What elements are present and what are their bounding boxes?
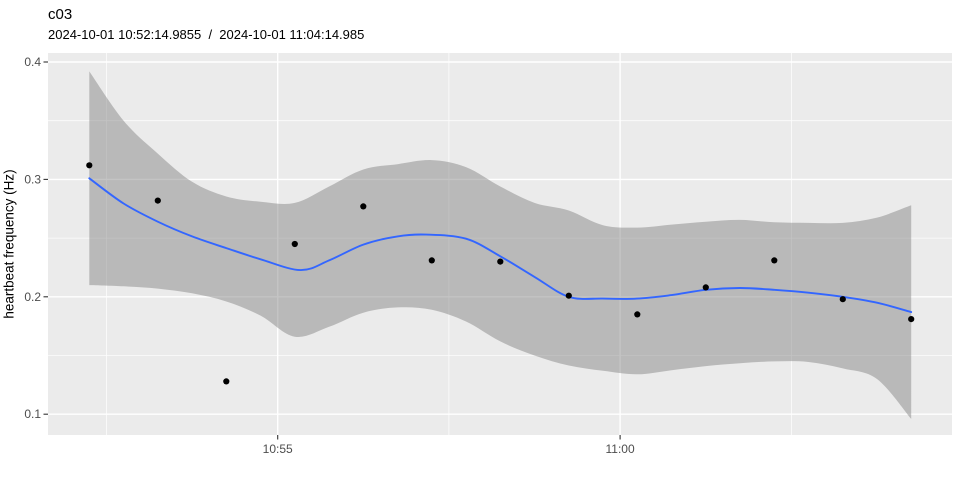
data-point — [702, 284, 709, 291]
confidence-ribbon — [89, 71, 912, 419]
y-tick-label: 0.4 — [24, 55, 41, 69]
y-tick-label: 0.1 — [24, 407, 41, 421]
plot-panel — [48, 53, 952, 435]
data-point — [908, 316, 915, 323]
data-point — [634, 311, 641, 318]
chart-subtitle: 2024-10-01 10:52:14.9855 / 2024-10-01 11… — [48, 27, 365, 42]
data-point — [771, 257, 778, 264]
y-tick-label: 0.3 — [24, 172, 41, 186]
x-tick-label: 11:00 — [606, 442, 635, 456]
data-point — [86, 162, 93, 169]
data-point — [360, 203, 367, 210]
data-point — [497, 258, 504, 265]
data-point — [223, 378, 230, 385]
data-point — [839, 296, 846, 303]
data-point — [154, 197, 161, 204]
data-point — [428, 257, 435, 264]
chart-title: c03 — [48, 6, 73, 23]
x-tick-label: 10:55 — [263, 442, 293, 456]
y-tick-label: 0.2 — [24, 290, 41, 304]
smooth-line — [88, 177, 913, 314]
data-point — [565, 292, 572, 299]
data-point — [291, 240, 298, 248]
